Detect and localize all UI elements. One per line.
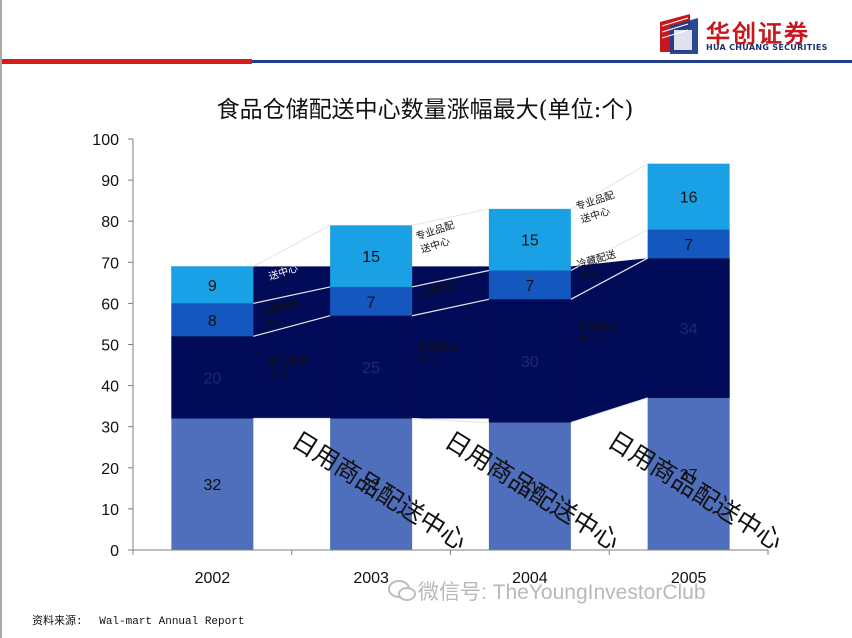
x-tick-label: 2002 — [195, 570, 231, 587]
wechat-icon — [388, 579, 416, 603]
data-label-food-2002: 20 — [203, 370, 221, 387]
chart: 食品仓储配送中心数量涨幅最大(单位:个) 0 10 20 30 40 50 60 70 80 90… — [0, 0, 852, 638]
y-tick-label: 100 — [92, 132, 119, 149]
y-tick-label: 0 — [110, 543, 119, 560]
data-label-special-2005: 16 — [680, 190, 698, 207]
y-tick-label: 10 — [101, 502, 119, 519]
series-label-food: 中心 — [578, 333, 598, 346]
series-label-food: 中心 — [418, 353, 438, 366]
watermark: 微信号: TheYoungInvestorClub — [418, 576, 706, 606]
source-label: 资料来源: — [32, 616, 83, 628]
data-label-cold-2002: 8 — [208, 313, 217, 330]
chart-title: 食品仓储配送中心数量涨幅最大(单位:个) — [217, 97, 634, 123]
y-tick-label: 40 — [101, 379, 119, 396]
series-label-food: 食品配送 — [578, 320, 618, 333]
x-tick-label: 2003 — [353, 570, 389, 587]
data-label-cold-2005: 7 — [684, 237, 693, 254]
y-tick-label: 30 — [101, 420, 119, 437]
data-label-special-2002: 9 — [208, 278, 217, 295]
data-label-food-2003: 25 — [362, 360, 380, 377]
source-text: Wal-mart Annual Report — [99, 616, 244, 628]
data-label-cold-2004: 7 — [525, 278, 534, 295]
data-label-cold-2003: 7 — [367, 294, 376, 311]
data-label-food-2005: 34 — [680, 321, 698, 338]
data-label-special-2004: 15 — [521, 233, 539, 250]
series-label-special: 专业品配 — [414, 218, 456, 243]
y-tick-label: 90 — [101, 173, 119, 190]
series-label-food: 食品配送 — [268, 355, 308, 368]
data-label-special-2003: 15 — [362, 249, 380, 266]
y-tick-label: 20 — [101, 461, 119, 478]
series-label-special: 专业品配 — [574, 188, 616, 213]
source-note: 资料来源: Wal-mart Annual Report — [32, 612, 244, 628]
y-tick-label: 60 — [101, 296, 119, 313]
y-tick-label: 70 — [101, 255, 119, 272]
data-label-daily-2002: 32 — [203, 477, 221, 494]
data-label-food-2004: 30 — [521, 354, 539, 371]
y-tick-label: 50 — [101, 338, 119, 355]
series-label-food: 中心 — [268, 368, 288, 381]
y-tick-label: 80 — [101, 214, 119, 231]
series-label-food: 食品配送 — [418, 340, 458, 353]
